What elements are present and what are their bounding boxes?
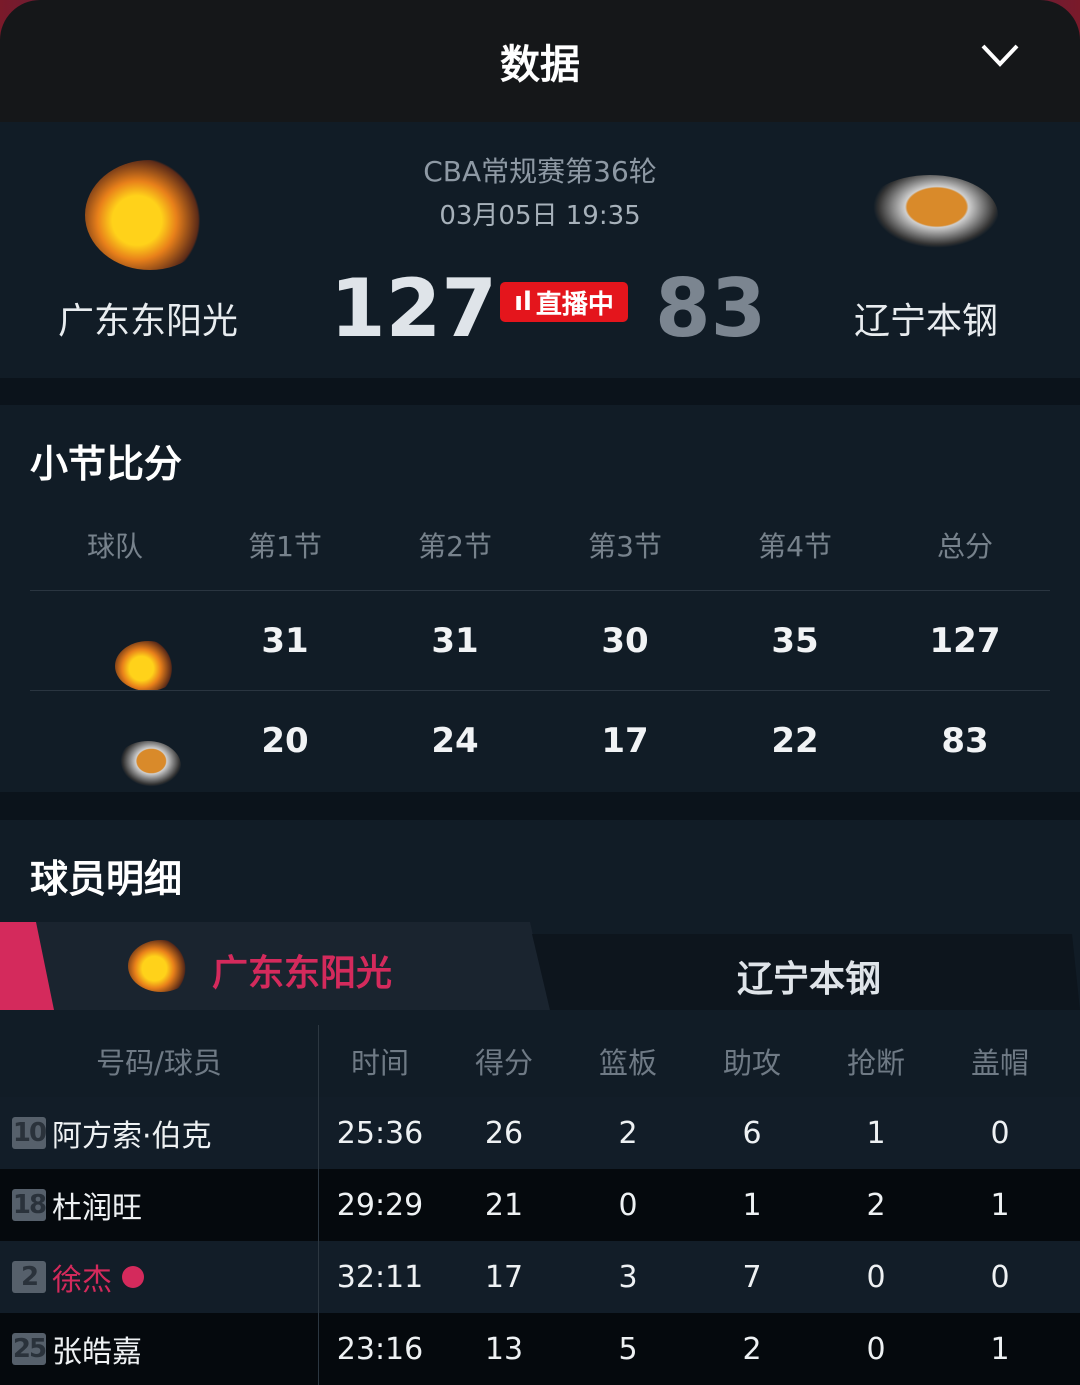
player-row[interactable]: 2 徐杰 32:11 17 3 7 0 0 <box>0 1241 1080 1313</box>
stat-cell: 6 <box>742 1115 762 1151</box>
stat-cell: 17 <box>484 1259 524 1295</box>
score-cell: 83 <box>941 720 989 761</box>
col-team: 球队 <box>86 530 143 563</box>
score-cell: 17 <box>601 720 649 761</box>
stat-cell: 1 <box>742 1187 762 1223</box>
col-time: 时间 <box>350 1046 409 1080</box>
col-q4: 第4节 <box>758 530 832 563</box>
col-q1: 第1节 <box>248 530 322 563</box>
players-section-title: 球员明细 <box>30 857 183 901</box>
stat-cell: 32:11 <box>336 1259 424 1295</box>
stat-cell: 1 <box>990 1331 1010 1367</box>
player-cell: 2 徐杰 <box>0 1255 318 1299</box>
player-row[interactable]: 10 阿方索·伯克 25:36 26 2 6 1 0 <box>0 1097 1080 1169</box>
stat-cell: 13 <box>484 1331 524 1367</box>
player-name[interactable]: 张皓嘉 <box>52 1335 142 1370</box>
stat-cell: 0 <box>990 1259 1010 1295</box>
player-name[interactable]: 徐杰 <box>52 1263 112 1298</box>
home-score: 127 <box>330 262 497 355</box>
home-team-name: 广东东阳光 <box>58 301 239 342</box>
stat-cell: 7 <box>742 1259 762 1295</box>
quarter-row-away: 20 24 17 22 83 <box>30 690 1050 791</box>
player-cell: 18 杜润旺 <box>0 1183 318 1227</box>
stat-cell: 0 <box>618 1187 638 1223</box>
stat-cell: 1 <box>866 1115 886 1151</box>
league-round: CBA常规赛第36轮 <box>423 155 657 188</box>
stat-cell: 0 <box>990 1115 1010 1151</box>
jersey-number: 25 <box>12 1333 47 1365</box>
chevron-down-icon[interactable] <box>980 40 1020 70</box>
player-table-header: 号码/球员 时间 得分 篮板 助攻 抢断 盖帽 <box>0 1025 1080 1097</box>
stat-cell: 0 <box>866 1331 886 1367</box>
col-total: 总分 <box>936 530 993 563</box>
match-datetime: 03月05日 19:35 <box>439 201 641 231</box>
header: 数据 <box>0 0 1080 122</box>
stat-cell: 29:29 <box>336 1187 424 1223</box>
stat-cell: 2 <box>742 1331 762 1367</box>
stat-cell: 26 <box>484 1115 524 1151</box>
col-player: 号码/球员 <box>96 1046 222 1080</box>
stat-cell: 23:16 <box>336 1331 424 1367</box>
score-cell: 31 <box>261 620 309 661</box>
jersey-number: 10 <box>12 1117 47 1149</box>
stat-cell: 21 <box>484 1187 524 1223</box>
player-cell: 25 张皓嘉 <box>0 1327 318 1371</box>
col-assists: 助攻 <box>722 1046 781 1080</box>
away-team-logo <box>862 175 998 255</box>
score-cell: 30 <box>601 620 649 661</box>
tab-home-label[interactable]: 广东东阳光 <box>212 953 393 994</box>
away-score: 83 <box>655 262 767 355</box>
stat-cell: 2 <box>866 1187 886 1223</box>
live-badge[interactable]: ıl 直播中 <box>500 282 628 322</box>
tab-away[interactable] <box>532 934 1080 1010</box>
home-team-logo-small <box>115 640 181 691</box>
team-tabs: 广东东阳光 辽宁本钢 <box>0 922 1080 1010</box>
player-name[interactable]: 阿方索·伯克 <box>52 1119 212 1154</box>
live-bars-icon: ıl <box>514 287 532 317</box>
stat-cell: 1 <box>990 1187 1010 1223</box>
player-row[interactable]: 18 杜润旺 29:29 21 0 1 2 1 <box>0 1169 1080 1241</box>
stat-cell: 5 <box>618 1331 638 1367</box>
basketball-icon <box>122 1266 144 1288</box>
score-cell: 24 <box>431 720 479 761</box>
jersey-number: 2 <box>12 1261 46 1293</box>
away-team-logo-small <box>115 740 181 791</box>
player-cell: 10 阿方索·伯克 <box>0 1111 318 1155</box>
jersey-number: 18 <box>12 1189 47 1221</box>
stat-cell: 3 <box>618 1259 638 1295</box>
col-q2: 第2节 <box>418 530 492 563</box>
stat-cell: 25:36 <box>336 1115 424 1151</box>
player-row[interactable]: 25 张皓嘉 23:16 13 5 2 0 1 <box>0 1313 1080 1385</box>
score-cell: 20 <box>261 720 309 761</box>
quarter-header: 球队 第1节 第2节 第3节 第4节 总分 <box>30 525 1050 565</box>
score-cell: 35 <box>771 620 819 661</box>
col-points: 得分 <box>474 1046 533 1080</box>
away-team-name: 辽宁本钢 <box>854 301 999 342</box>
home-team-logo <box>85 160 215 270</box>
col-rebounds: 篮板 <box>598 1046 657 1080</box>
quarter-row-home: 31 31 30 35 127 <box>30 590 1050 691</box>
home-team-logo-tab <box>128 940 194 992</box>
score-cell: 31 <box>431 620 479 661</box>
score-cell: 22 <box>771 720 819 761</box>
player-name[interactable]: 杜润旺 <box>52 1191 142 1226</box>
col-blocks: 盖帽 <box>970 1046 1029 1080</box>
col-q3: 第3节 <box>588 530 662 563</box>
col-steals: 抢断 <box>846 1046 905 1080</box>
quarter-scores-card <box>0 405 1080 792</box>
score-cell: 127 <box>929 620 1001 661</box>
tab-home[interactable] <box>0 922 550 1010</box>
page-title: 数据 <box>500 42 580 88</box>
stat-cell: 2 <box>618 1115 638 1151</box>
live-label: 直播中 <box>535 289 614 320</box>
quarter-section-title: 小节比分 <box>30 442 183 486</box>
stat-cell: 0 <box>866 1259 886 1295</box>
column-divider <box>318 1025 319 1385</box>
tab-away-label[interactable]: 辽宁本钢 <box>737 959 882 1000</box>
